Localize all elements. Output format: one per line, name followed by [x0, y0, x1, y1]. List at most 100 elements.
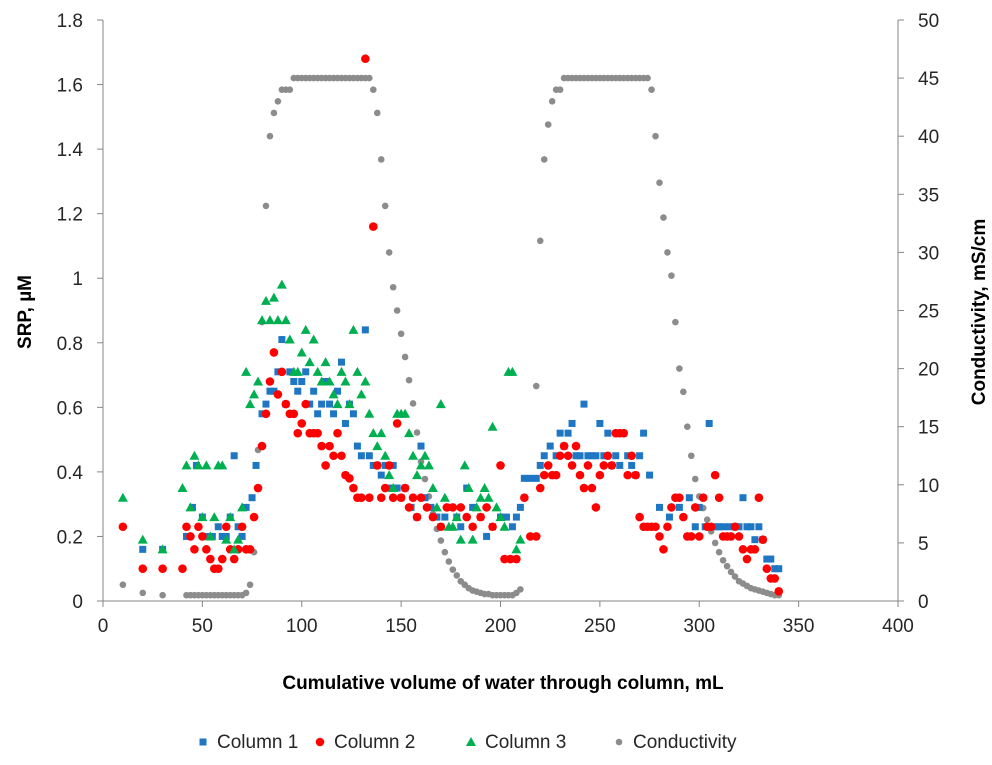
column-2-point [482, 503, 491, 512]
column-2-point [265, 377, 275, 386]
column-2-point [462, 512, 472, 522]
column-1-point [294, 387, 302, 395]
conductivity-point [286, 86, 294, 94]
column-2-point [369, 222, 378, 231]
column-1-point [334, 387, 342, 395]
column-1-point [564, 429, 572, 437]
y-tick-label: 1.4 [57, 140, 84, 161]
column-1-point [616, 461, 624, 469]
column-1-point [588, 452, 596, 460]
series-conductivity [119, 74, 783, 599]
column-2-point [531, 532, 541, 541]
column-1-point [516, 503, 524, 511]
column-1-point [512, 513, 520, 521]
column-2-point [392, 419, 402, 428]
column-1-point [441, 513, 449, 521]
column-3-point [272, 315, 283, 325]
column-2-point [249, 512, 259, 522]
column-1-point [417, 442, 425, 450]
column-2-point [619, 428, 629, 438]
y2-tick-label: 30 [918, 243, 939, 264]
column-1-point [286, 368, 294, 376]
conductivity-point [262, 202, 270, 210]
column-3-point [308, 334, 319, 344]
column-3-point [388, 483, 399, 493]
column-2-point [575, 470, 585, 480]
column-2-point [750, 545, 760, 554]
column-1-point [592, 452, 600, 460]
conductivity-point [437, 537, 445, 544]
column-2-point [349, 483, 358, 493]
column-3-point [185, 502, 196, 512]
column-2-point [535, 483, 545, 493]
column-2-point [273, 390, 283, 399]
column-1-point [520, 474, 528, 482]
column-1-point [365, 452, 373, 460]
axes [97, 19, 904, 607]
data-points [117, 54, 784, 599]
column-2-point [774, 587, 784, 596]
column-3-point [225, 512, 236, 522]
column-3-point [316, 376, 327, 386]
column-2-point [555, 451, 565, 461]
column-3-point [320, 357, 331, 367]
column-3-point [471, 502, 482, 512]
column-1-point [675, 503, 683, 511]
conductivity-point [715, 548, 723, 556]
conductivity-point [680, 388, 687, 396]
legend: Column 1 Column 2 Column 3 Conductivity [199, 732, 737, 753]
column-3-point [495, 512, 506, 522]
series-column-3 [117, 279, 526, 554]
column-3-point [189, 450, 200, 460]
tick-labels: 0 50 100 150 200 250 300 350 40000.20.40.60.811.… [57, 11, 940, 637]
column-2-point [289, 409, 299, 419]
conductivity-point [366, 74, 373, 82]
column-2-point [321, 461, 330, 470]
column-3-point [404, 428, 415, 438]
column-3-point [479, 483, 490, 493]
column-3-point [408, 450, 419, 460]
column-1-point [536, 461, 544, 469]
conductivity-point [688, 452, 695, 460]
x-tick-label: 400 [882, 616, 914, 637]
column-1-point [238, 532, 246, 540]
column-2-point [698, 493, 708, 503]
column-2-point [762, 564, 772, 574]
y-tick-label: 0 [72, 592, 83, 613]
column-2-point [468, 522, 477, 532]
legend-label: Conductivity [633, 732, 737, 753]
column-2-point [190, 545, 199, 554]
column-3-point [360, 376, 371, 386]
column-3-point [157, 544, 168, 554]
column-2-point [623, 470, 632, 480]
series-column-2 [118, 54, 784, 596]
column-2-point [599, 461, 609, 470]
conductivity-point [401, 353, 409, 361]
column-1-point [580, 400, 588, 408]
x-tick-label: 200 [485, 616, 517, 637]
y2-tick-label: 45 [918, 69, 939, 90]
column-1-point [584, 452, 592, 460]
column-1-point [576, 452, 584, 460]
y-tick-label: 0.2 [57, 527, 83, 548]
conductivity-point [453, 572, 461, 579]
column-3-point [483, 492, 494, 502]
column-1-point [691, 523, 699, 531]
conductivity-point [449, 566, 457, 573]
column-2-point [567, 461, 577, 470]
legend-item-column-1: Column 1 [199, 732, 298, 753]
column-2-point [627, 451, 636, 461]
conductivity-point [723, 562, 731, 570]
column-2-point [412, 512, 422, 522]
column-3-point [487, 421, 498, 431]
column-2-point [714, 493, 724, 503]
x-tick-label: 300 [683, 616, 715, 637]
column-3-point [427, 483, 438, 493]
column-2-point [206, 554, 215, 564]
column-2-point [138, 564, 148, 574]
column-1-point [705, 419, 713, 427]
conductivity-point [370, 86, 377, 94]
conductivity-point [719, 557, 727, 564]
x-tick-label: 250 [584, 616, 616, 637]
y2-tick-label: 35 [918, 185, 939, 206]
